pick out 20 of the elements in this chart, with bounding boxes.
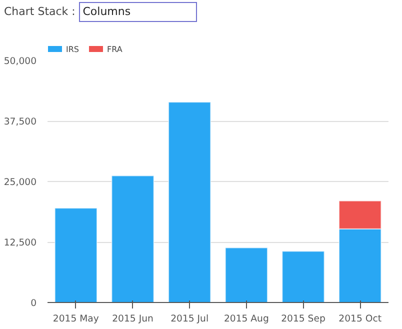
y-tick-label: 0 (30, 298, 37, 309)
legend-label: FRA (107, 44, 122, 54)
y-tick-label: 50,000 (4, 56, 37, 67)
text: Chart Stack : (4, 5, 76, 18)
legend-label: IRS (66, 44, 79, 54)
x-tick-label: 2015 May (52, 314, 100, 324)
x-tick-label: 2015 Aug (224, 314, 269, 324)
x-tick-label: 2015 Sep (281, 314, 326, 324)
y-tick-label: 12,500 (4, 238, 37, 248)
bar (54, 208, 98, 302)
y-tick-label: 37,500 (4, 116, 37, 128)
y-tick-label: 25,000 (4, 177, 37, 188)
bar (282, 250, 325, 302)
x-tick-label: 2015 Jul (170, 314, 209, 324)
text: Columns (78, 2, 197, 22)
x-tick-label: 2015 Oct (338, 314, 382, 324)
x-tick-label: 2015 Jun (112, 314, 154, 324)
bar (111, 175, 154, 302)
bar (224, 247, 268, 302)
bar (168, 102, 212, 302)
